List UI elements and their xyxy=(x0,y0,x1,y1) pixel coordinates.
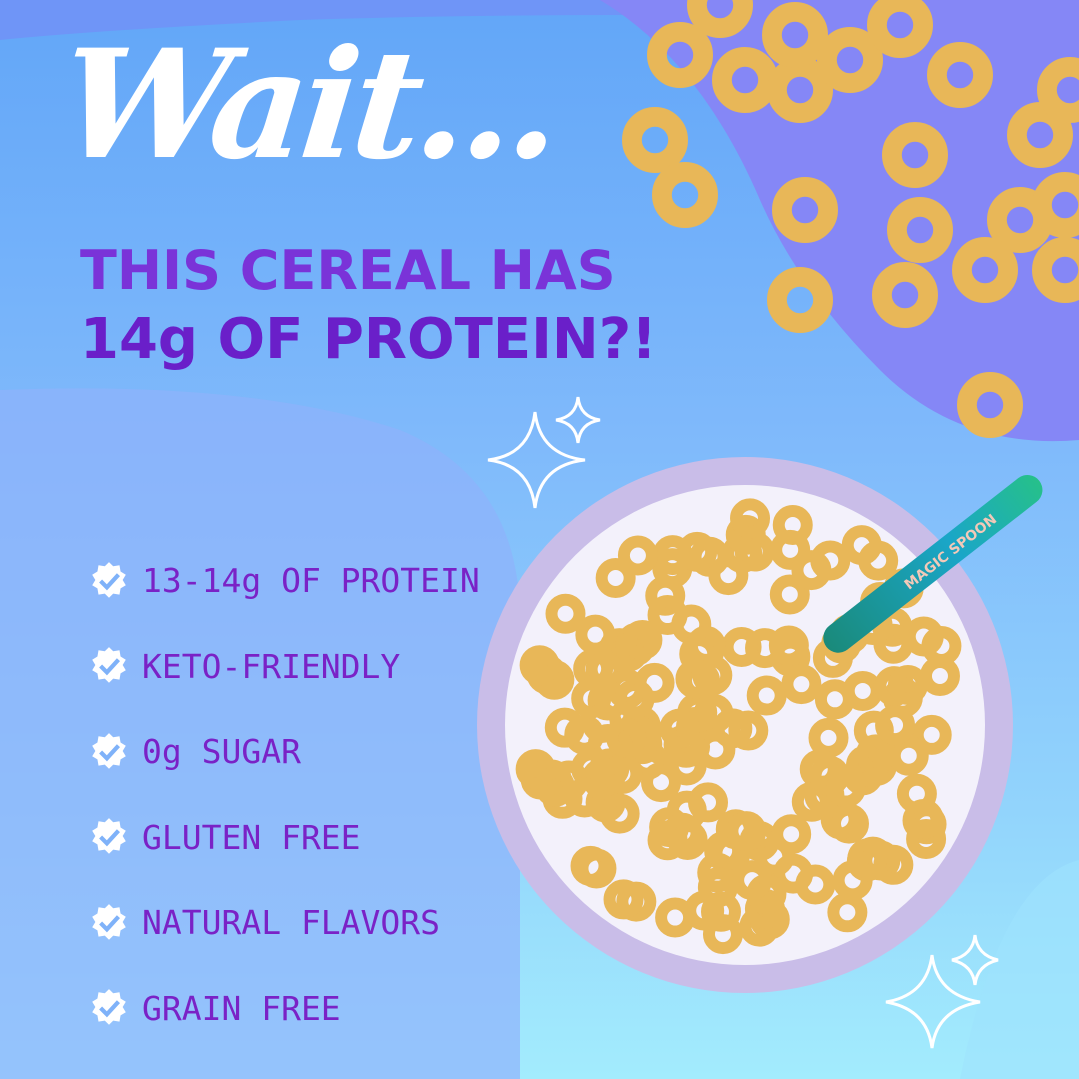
headline-script: Wait... xyxy=(52,17,565,193)
feature-label: KETO-FRIENDLY xyxy=(142,646,401,686)
feature-label: GLUTEN FREE xyxy=(142,817,361,857)
feature-item: KETO-FRIENDLY xyxy=(88,624,480,710)
verified-check-icon xyxy=(92,818,126,855)
verified-check-icon xyxy=(92,989,126,1026)
feature-list: 13-14g OF PROTEIN KETO-FRIENDLY 0g SUGAR GL… xyxy=(88,538,480,1051)
feature-item: GRAIN FREE xyxy=(88,966,480,1052)
headline-line1: THIS CEREAL HAS xyxy=(80,239,616,302)
feature-label: 13-14g OF PROTEIN xyxy=(142,561,480,601)
feature-label: NATURAL FLAVORS xyxy=(142,903,441,943)
feature-item: GLUTEN FREE xyxy=(88,795,480,881)
feature-item: 13-14g OF PROTEIN xyxy=(88,538,480,624)
verified-check-icon xyxy=(92,732,126,769)
verified-check-icon xyxy=(92,647,126,684)
feature-item: NATURAL FLAVORS xyxy=(88,880,480,966)
feature-label: 0g SUGAR xyxy=(142,732,301,772)
verified-check-icon xyxy=(92,561,126,598)
feature-item: 0g SUGAR xyxy=(88,709,480,795)
headline-line2: 14g OF PROTEIN?! xyxy=(80,307,657,372)
feature-label: GRAIN FREE xyxy=(142,988,341,1028)
verified-check-icon xyxy=(92,903,126,940)
